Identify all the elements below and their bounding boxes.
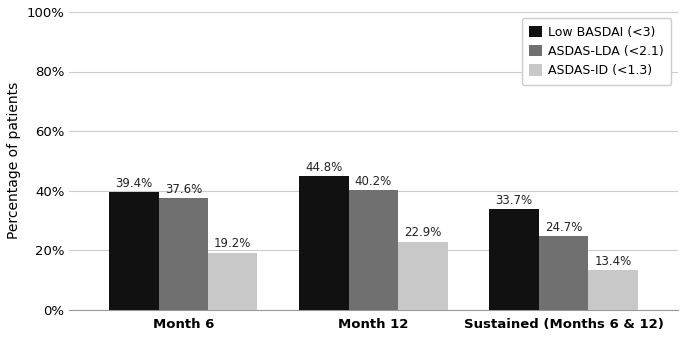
Bar: [109, 192, 159, 310]
Bar: [208, 252, 258, 310]
Legend: Low BASDAI (<3), ASDAS-LDA (<2.1), ASDAS-ID (<1.3): Low BASDAI (<3), ASDAS-LDA (<2.1), ASDAS…: [522, 18, 671, 85]
Text: 40.2%: 40.2%: [355, 175, 392, 188]
Text: 22.9%: 22.9%: [404, 226, 442, 239]
Text: 24.7%: 24.7%: [545, 221, 582, 234]
Bar: [159, 198, 208, 310]
Bar: [299, 176, 349, 310]
Y-axis label: Percentage of patients: Percentage of patients: [7, 82, 21, 239]
Text: 33.7%: 33.7%: [495, 194, 533, 207]
Text: 13.4%: 13.4%: [595, 255, 632, 268]
Bar: [349, 190, 398, 310]
Text: 19.2%: 19.2%: [214, 238, 251, 250]
Bar: [489, 209, 539, 310]
Bar: [539, 236, 588, 310]
Text: 39.4%: 39.4%: [115, 177, 153, 190]
Bar: [398, 242, 447, 310]
Text: 37.6%: 37.6%: [164, 183, 202, 196]
Bar: [588, 270, 638, 310]
Text: 44.8%: 44.8%: [306, 161, 342, 174]
